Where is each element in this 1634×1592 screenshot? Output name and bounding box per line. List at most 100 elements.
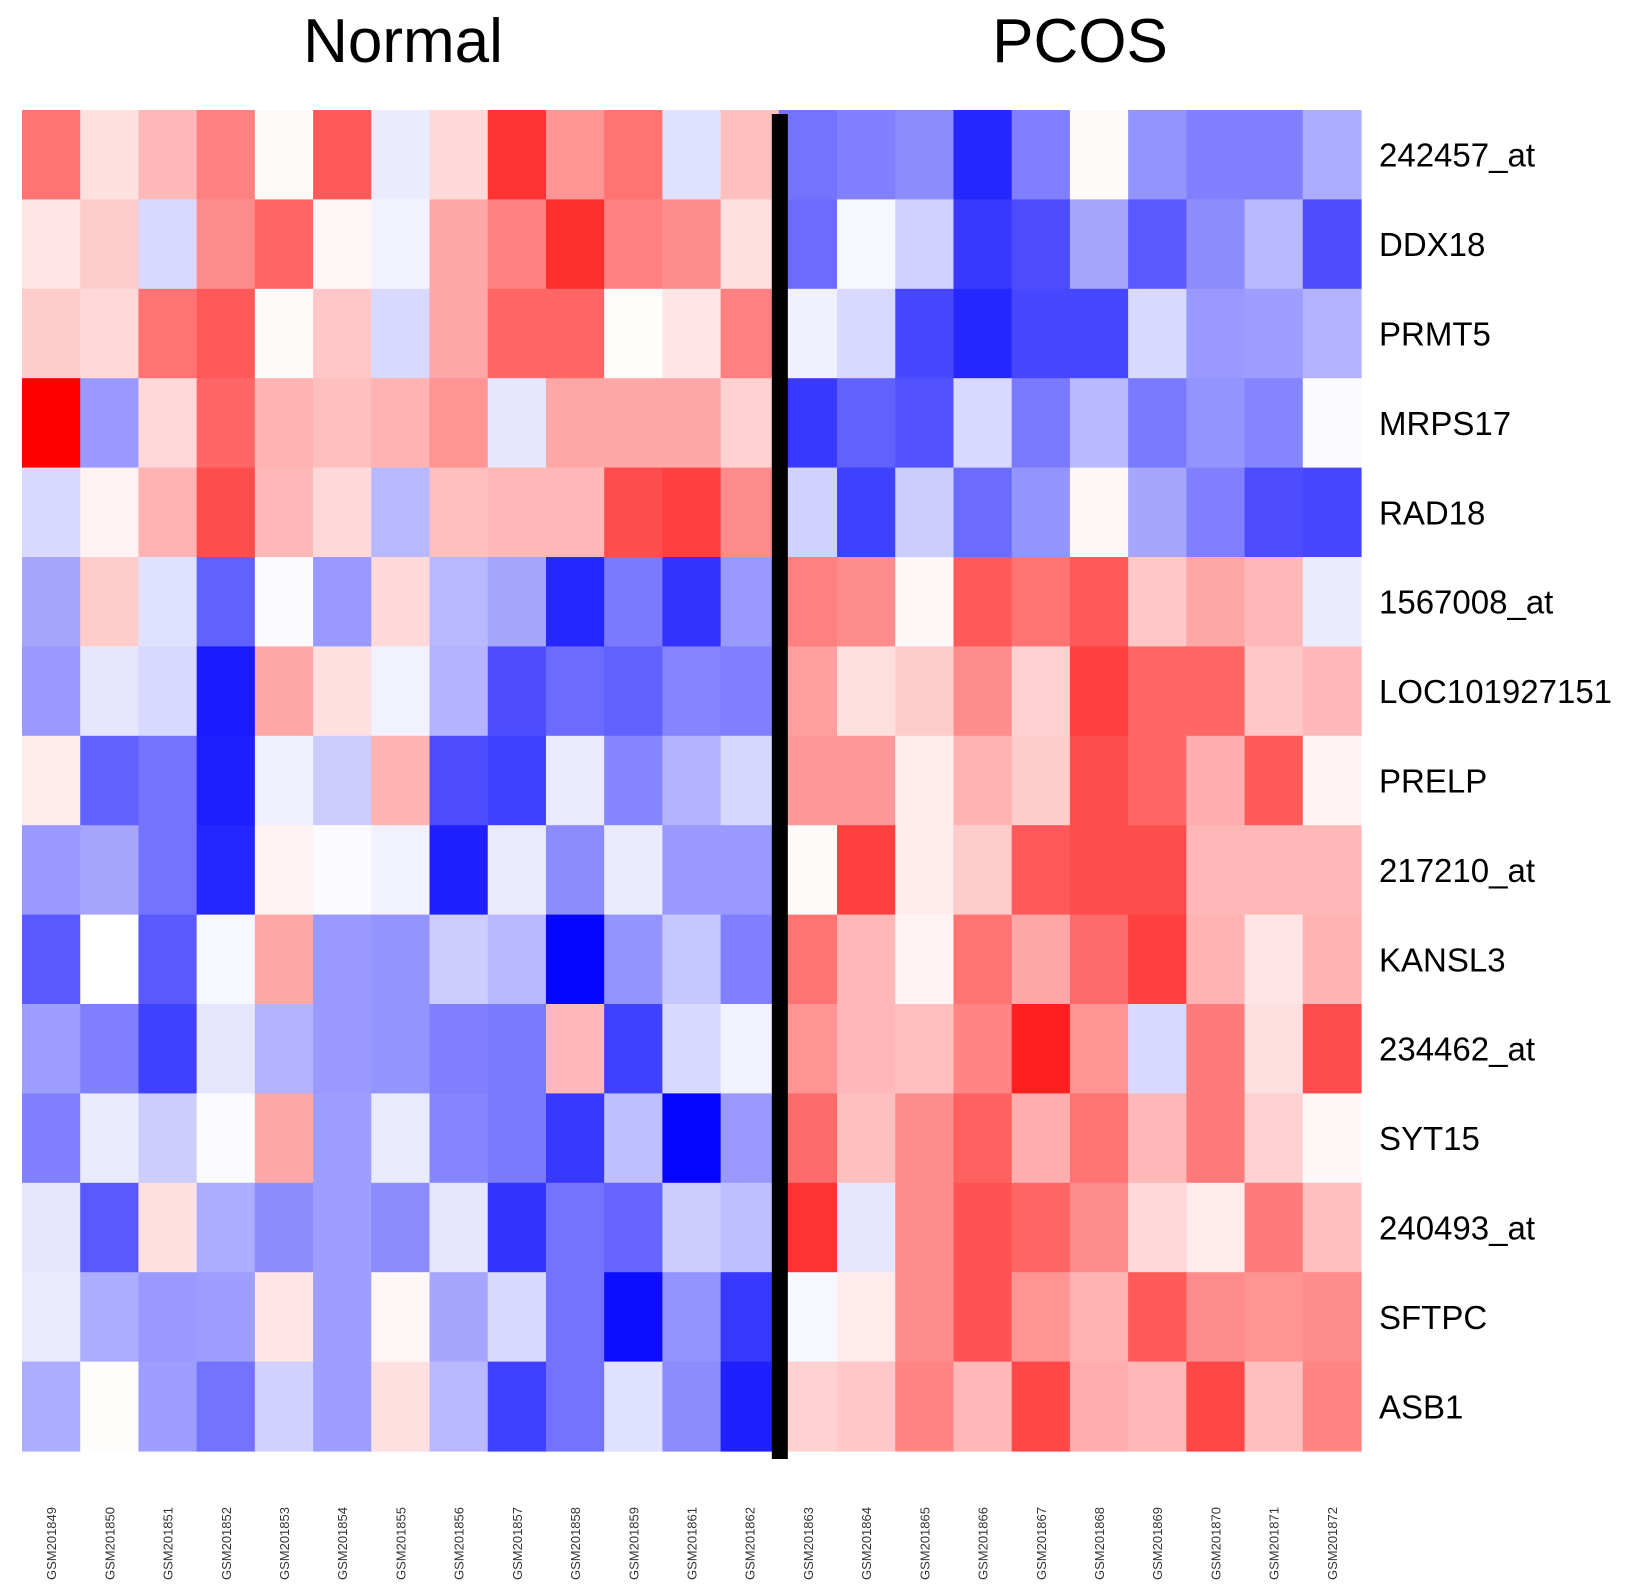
heatmap-cell — [313, 557, 372, 647]
heatmap-cell — [604, 914, 663, 1005]
heatmap-cell — [895, 646, 955, 737]
heatmap-cell — [429, 378, 489, 469]
heatmap-cell — [1011, 1004, 1071, 1094]
heatmap-cell — [429, 825, 489, 916]
heatmap-cell — [22, 646, 81, 737]
row-labels: 242457_at DDX18 PRMT5 MRPS17 RAD18 1567008_at… — [1379, 137, 1612, 1426]
heatmap-cell — [487, 378, 547, 469]
heatmap-cell — [1069, 467, 1129, 558]
heatmap-cell — [138, 557, 198, 647]
heatmap-cell — [720, 646, 780, 737]
heatmap-cell — [313, 646, 372, 737]
heatmap-cell — [254, 110, 314, 200]
heatmap-cell — [1011, 199, 1071, 290]
heatmap-cell — [313, 1361, 372, 1452]
heatmap-cell — [1011, 825, 1071, 916]
heatmap-cell — [720, 1093, 780, 1184]
heatmap-cell — [953, 1182, 1013, 1273]
heatmap-cell — [837, 110, 896, 200]
heatmap-cell — [1128, 1272, 1187, 1363]
heatmap-cell — [604, 557, 663, 647]
heatmap-cell — [80, 288, 140, 379]
heatmap-cell — [487, 1004, 547, 1094]
heatmap-cell — [254, 557, 314, 647]
row-label: PRMT5 — [1379, 316, 1491, 353]
heatmap-cell — [1302, 467, 1362, 558]
heatmap-cell — [22, 557, 81, 647]
heatmap-cell — [487, 1182, 547, 1273]
column-label: GSM201850 — [102, 1507, 117, 1580]
heatmap-cell — [720, 1272, 780, 1363]
column-label: GSM201872 — [1325, 1507, 1340, 1580]
heatmap-cell — [1186, 378, 1246, 469]
heatmap-cell — [487, 914, 547, 1005]
row-label: MRPS17 — [1379, 405, 1511, 442]
heatmap-cell — [1128, 1182, 1187, 1273]
heatmap-cell — [1186, 288, 1246, 379]
heatmap-cell — [254, 914, 314, 1005]
heatmap-cell — [371, 378, 431, 469]
heatmap-cell — [837, 1361, 896, 1452]
heatmap-cell — [837, 914, 896, 1005]
heatmap-cell — [1128, 288, 1187, 379]
heatmap-cell — [196, 735, 256, 826]
heatmap-cell — [778, 1004, 838, 1094]
heatmap-cell — [138, 378, 198, 469]
row-label: ASB1 — [1379, 1388, 1463, 1425]
heatmap-cell — [1069, 1361, 1129, 1452]
heatmap-cell — [837, 1182, 896, 1273]
heatmap-cell — [837, 467, 896, 558]
heatmap-cell — [895, 1004, 955, 1094]
heatmap-cell — [545, 378, 605, 469]
heatmap-cell — [1186, 110, 1246, 200]
heatmap-cell — [138, 646, 198, 737]
heatmap-cell — [1186, 914, 1246, 1005]
heatmap-cell — [1302, 1093, 1362, 1184]
heatmap-cell — [22, 1182, 81, 1273]
column-label: GSM201869 — [1150, 1507, 1165, 1580]
heatmap-cell — [1244, 1361, 1304, 1452]
heatmap-cell — [429, 1272, 489, 1363]
heatmap-cell — [487, 1093, 547, 1184]
heatmap-cell — [545, 1182, 605, 1273]
heatmap-cell — [1244, 1182, 1304, 1273]
heatmap-cell — [22, 378, 81, 469]
heatmap-cell — [1244, 1004, 1304, 1094]
column-label: GSM201861 — [685, 1507, 700, 1580]
heatmap-cell — [662, 288, 722, 379]
row-label: 217210_at — [1379, 852, 1535, 889]
heatmap-cell — [487, 1272, 547, 1363]
heatmap-cell — [22, 825, 81, 916]
heatmap-cell — [313, 378, 372, 469]
heatmap-cell — [80, 1361, 140, 1452]
heatmap-cell — [487, 288, 547, 379]
heatmap-cell — [895, 914, 955, 1005]
heatmap-cell — [1069, 288, 1129, 379]
heatmap-cell — [196, 288, 256, 379]
group-title-pcos: PCOS — [992, 7, 1168, 76]
heatmap-cell — [837, 735, 896, 826]
heatmap-cell — [371, 1272, 431, 1363]
heatmap-cell — [662, 646, 722, 737]
heatmap-cell — [254, 1361, 314, 1452]
heatmap-cell — [1244, 646, 1304, 737]
heatmap-cell — [196, 199, 256, 290]
heatmap-cell — [1244, 199, 1304, 290]
heatmap-cell — [1186, 825, 1246, 916]
heatmap-cell — [778, 735, 838, 826]
heatmap-cell — [313, 110, 372, 200]
heatmap-cell — [138, 914, 198, 1005]
heatmap-cell — [1128, 199, 1187, 290]
heatmap-cell — [720, 735, 780, 826]
heatmap-cell — [1186, 646, 1246, 737]
heatmap-cell — [22, 288, 81, 379]
heatmap-cell — [545, 914, 605, 1005]
row-label: SYT15 — [1379, 1120, 1480, 1157]
row-label: DDX18 — [1379, 226, 1485, 263]
heatmap-cell — [1186, 199, 1246, 290]
heatmap-cell — [1186, 557, 1246, 647]
heatmap-cell — [545, 1272, 605, 1363]
heatmap-cell — [313, 914, 372, 1005]
heatmap-cell — [254, 1182, 314, 1273]
heatmap-cell — [22, 1361, 81, 1452]
